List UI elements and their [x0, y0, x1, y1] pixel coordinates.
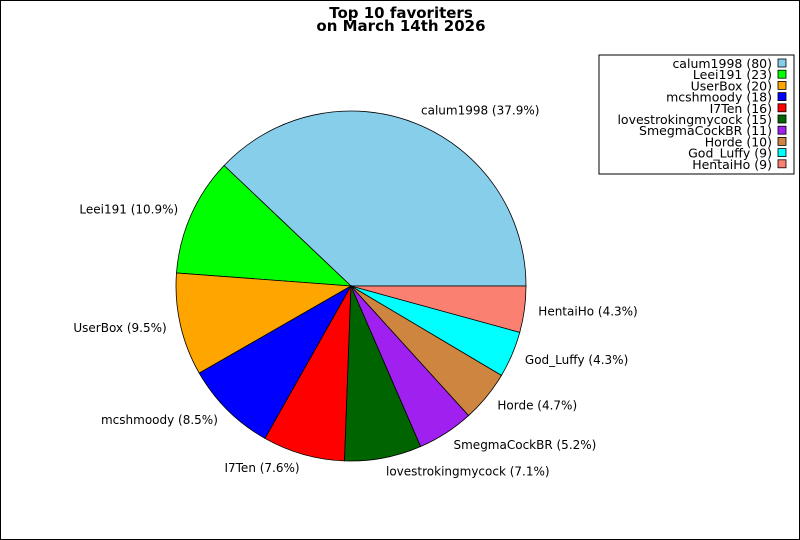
legend-swatch-I7Ten	[777, 103, 787, 113]
legend-label-calum1998: calum1998 (80)	[672, 56, 772, 71]
pie-label-Leei191: Leei191 (10.9%)	[79, 203, 178, 217]
legend-swatch-SmegmaCockBR	[777, 125, 787, 135]
pie-slice-calum1998	[223, 110, 527, 287]
legend-swatch-Leei191	[777, 69, 787, 79]
legend: calum1998 (80)Leei191 (23)UserBox (20)mc…	[598, 54, 795, 175]
pie-label-lovestrokingmycock: lovestrokingmycock (7.1%)	[386, 465, 550, 479]
chart-title: Top 10 favoriters	[329, 4, 473, 22]
pie-slice-mcshmoody	[198, 284, 353, 439]
pie-label-God_Luffy: God_Luffy (4.3%)	[525, 353, 628, 367]
legend-swatch-mcshmoody	[777, 92, 787, 101]
pie-label-Horde: Horde (4.7%)	[497, 399, 577, 413]
legend-label-Leei191: Leei191 (23)	[693, 67, 772, 82]
legend-label-God_Luffy: God_Luffy (9)	[688, 146, 772, 161]
pie-label-calum1998: calum1998 (37.9%)	[421, 104, 539, 118]
pie-label-mcshmoody: mcshmoody (8.5%)	[101, 413, 218, 427]
legend-label-HentaiHo: HentaiHo (9)	[692, 157, 772, 172]
legend-label-SmegmaCockBR: SmegmaCockBR (11)	[639, 123, 772, 138]
pie-label-SmegmaCockBR: SmegmaCockBR (5.2%)	[454, 438, 597, 452]
legend-label-lovestrokingmycock: lovestrokingmycock (15)	[617, 112, 772, 127]
chart-subtitle: on March 14th 2026	[316, 17, 485, 35]
pie-label-I7Ten: I7Ten (7.6%)	[224, 461, 299, 475]
legend-label-I7Ten: I7Ten (16)	[710, 101, 772, 116]
legend-label-Horde: Horde (10)	[705, 134, 772, 149]
pie-slice-Leei191	[176, 164, 353, 287]
legend-swatch-UserBox	[777, 81, 787, 90]
legend-box	[598, 54, 795, 175]
pie-slice-HentaiHo	[350, 285, 527, 333]
legend-swatch-calum1998	[777, 58, 787, 68]
legend-swatch-God_Luffy	[777, 148, 787, 158]
legend-swatch-Horde	[777, 136, 787, 146]
legend-label-mcshmoody: mcshmoody (18)	[666, 90, 772, 105]
legend-swatch-lovestrokingmycock	[777, 114, 787, 124]
pie-label-HentaiHo: HentaiHo (4.3%)	[538, 304, 637, 318]
pie-slice-UserBox	[175, 272, 353, 374]
pie-slices	[175, 110, 527, 462]
pie-label-UserBox: UserBox (9.5%)	[73, 321, 166, 335]
legend-swatch-HentaiHo	[777, 159, 787, 169]
pie-labels: calum1998 (37.9%) Leei191 (10.9%) UserBox …	[73, 104, 637, 479]
legend-label-UserBox: UserBox (20)	[691, 78, 772, 93]
